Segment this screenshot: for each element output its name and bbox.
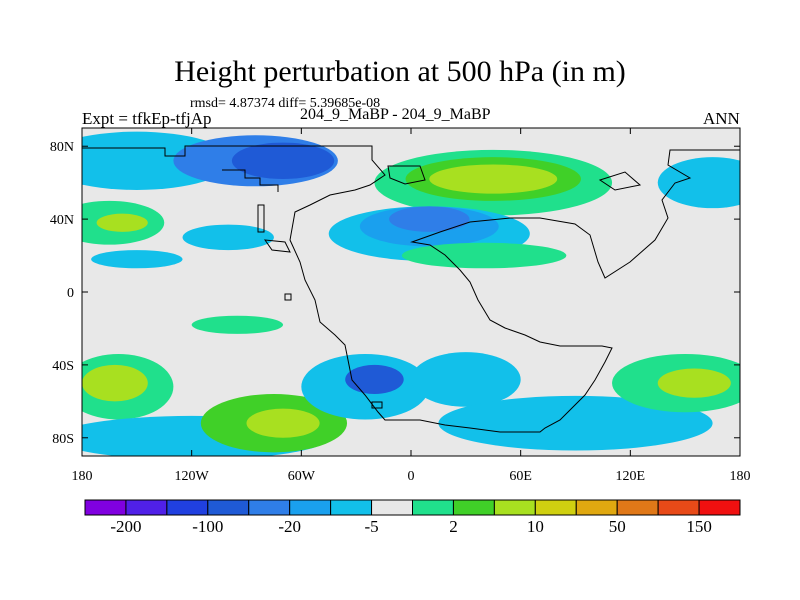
colorbar-label: 150	[686, 517, 712, 536]
coastline-path	[257, 204, 265, 233]
y-tick-label: 0	[67, 286, 74, 301]
contour-region	[231, 142, 335, 180]
x-tick-label: 60W	[288, 469, 316, 484]
contour-region	[91, 250, 183, 269]
colorbar-swatch	[289, 499, 332, 516]
colorbar-swatch	[534, 499, 577, 516]
coastline-path	[222, 169, 279, 192]
x-tick-label: 60E	[509, 469, 532, 484]
contour-region	[438, 395, 713, 451]
colorbar-label: -20	[278, 517, 301, 536]
colorbar: -200 -100 -20 -5 2 10 50 150	[84, 499, 741, 536]
x-tick-label: 0	[408, 469, 415, 484]
colorbar-swatch	[493, 499, 536, 516]
colorbar-swatch	[657, 499, 700, 516]
colorbar-swatch	[84, 499, 127, 516]
colorbar-swatch	[125, 499, 168, 516]
experiment-label: Expt = tfkEp-tfjAp	[82, 109, 212, 128]
colorbar-swatch	[166, 499, 209, 516]
contour-region	[96, 213, 148, 232]
colorbar-label: 50	[609, 517, 626, 536]
contour-region	[246, 408, 320, 438]
contour-region	[182, 224, 274, 251]
x-tick-label: 180	[730, 469, 751, 484]
season-label: ANN	[703, 109, 740, 128]
contour-region	[401, 242, 567, 269]
colorbar-swatch	[412, 499, 454, 516]
contour-region	[345, 364, 404, 395]
contour-region	[411, 352, 521, 407]
case-label: 204_9_MaBP - 204_9_MaBP	[300, 106, 491, 123]
contour-region	[389, 206, 470, 232]
y-tick-label: 80S	[52, 432, 74, 447]
coastline-path	[598, 171, 642, 191]
colorbar-swatch	[248, 499, 291, 516]
y-tick-label: 40S	[52, 359, 74, 374]
contour-region	[657, 368, 731, 398]
contour-region	[429, 164, 558, 194]
coastline-path	[82, 145, 740, 433]
rmsd-diff-label: rmsd= 4.87374 diff= 5.39685e-08	[190, 96, 381, 111]
colorbar-label: 2	[449, 517, 458, 536]
colorbar-label: -200	[110, 517, 141, 536]
x-tick-label: 180	[72, 469, 93, 484]
colorbar-label: -5	[364, 517, 378, 536]
colorbar-swatch	[207, 499, 250, 516]
x-axis: 180 120W 60W 0 60E 120E 180	[72, 128, 751, 484]
coastline-path	[263, 239, 291, 253]
colorbar-swatch	[371, 499, 413, 516]
coastline-path	[387, 165, 426, 185]
coastline-path	[371, 401, 383, 409]
plot-area	[82, 128, 740, 456]
colorbar-swatch	[575, 499, 618, 516]
coastline	[82, 145, 740, 433]
y-axis: 80N 40N 0 40S 80S	[50, 140, 740, 447]
x-tick-label: 120E	[616, 469, 646, 484]
colorbar-swatch	[616, 499, 659, 516]
colorbar-swatch	[698, 499, 741, 516]
colorbar-swatch	[330, 499, 373, 516]
colorbar-swatch	[452, 499, 495, 516]
contour-region	[82, 364, 148, 402]
y-tick-label: 40N	[50, 213, 74, 228]
contour-region	[191, 315, 284, 334]
colorbar-label: 10	[527, 517, 544, 536]
plot-title: Height perturbation at 500 hPa (in m)	[174, 55, 626, 88]
y-tick-label: 80N	[50, 140, 74, 155]
colorbar-label: -100	[192, 517, 223, 536]
coastline-path	[284, 293, 292, 301]
x-tick-label: 120W	[175, 469, 210, 484]
contour-region	[657, 157, 740, 209]
